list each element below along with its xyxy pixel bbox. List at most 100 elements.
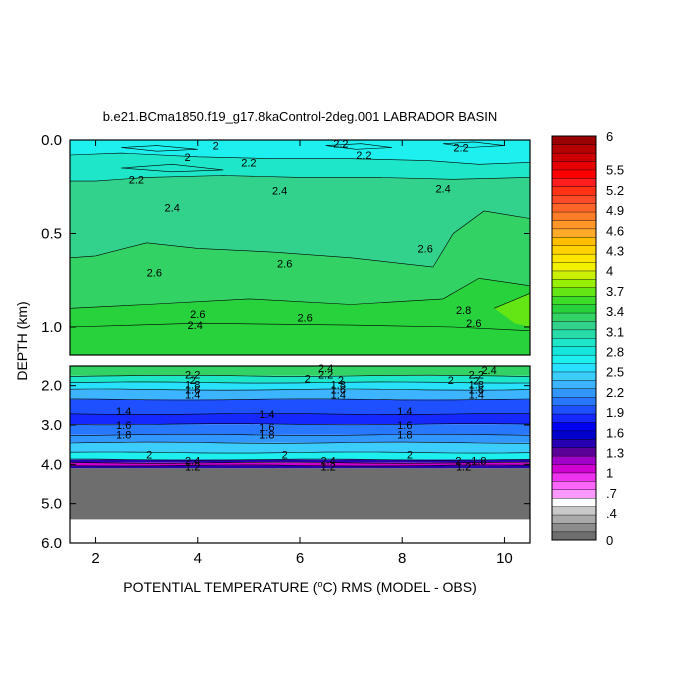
lower-contour-line — [69, 413, 530, 415]
colorbar-swatch — [551, 405, 597, 415]
contour-label: 1.8 — [259, 429, 274, 441]
contour-label: 2 — [305, 374, 311, 386]
contour-label: 2.2 — [129, 174, 144, 186]
lower-contour-line — [69, 461, 531, 464]
contour-label: 2.6 — [297, 313, 312, 325]
y-tick-label: 0.0 — [41, 132, 62, 149]
lower-contour-line — [69, 398, 531, 401]
lower-contour-line — [69, 441, 531, 444]
lower-contour-band — [70, 414, 530, 425]
colorbar-tick-label: 4.9 — [606, 203, 624, 218]
x-tick-label: 2 — [91, 550, 99, 567]
contour-label: 2 — [448, 375, 454, 387]
colorbar-tick-label: 0 — [606, 533, 613, 548]
contour-label: 2 — [213, 141, 219, 153]
colorbar-swatch — [551, 472, 597, 482]
colorbar-swatch — [551, 161, 597, 171]
contour-label: 1.4 — [185, 389, 200, 401]
contour-label: 2.2 — [185, 370, 200, 382]
contour-label: 2.6 — [277, 258, 292, 270]
colorbar-swatch — [551, 497, 597, 507]
upper-panel: 22 2.22.22.22.22.22.42.42.42.62.62.62.62.… — [69, 139, 531, 356]
upper-contour-line — [494, 293, 531, 309]
lower-contour-line — [69, 388, 531, 391]
colorbar-tick-label: 3.7 — [606, 284, 624, 299]
contour-label: 2.8 — [456, 305, 471, 317]
contour-label: 1.4 — [397, 406, 412, 418]
upper-contour-region — [70, 211, 530, 309]
upper-contour-line — [69, 277, 531, 309]
colorbar-tick-label: .4 — [606, 506, 617, 521]
contour-label: 2 — [407, 450, 413, 462]
colorbar-swatch — [551, 396, 597, 406]
contour-label: 1.2 — [320, 461, 335, 473]
contour-label: 2 — [185, 152, 191, 164]
lower-contour-band — [70, 459, 530, 463]
lower-contour-band — [70, 375, 530, 383]
lower-contour-band — [70, 382, 530, 390]
colorbar-tick-label: 4.6 — [606, 223, 624, 238]
contour-label: 1.8 — [331, 380, 346, 392]
y-tick-label: 6.0 — [41, 535, 62, 552]
contour-label: 2.4 — [185, 455, 200, 467]
upper-contour-region — [494, 293, 530, 327]
colorbar-swatch — [551, 455, 597, 465]
contour-label: 2 — [146, 450, 152, 462]
lower-contour-line — [69, 381, 531, 384]
lower-contour-band — [70, 434, 530, 443]
x-tick-label: 6 — [296, 550, 304, 567]
colorbar-tick-label: 3.4 — [606, 304, 624, 319]
contour-label: 1.6 — [469, 385, 484, 397]
colorbar-swatch — [551, 346, 597, 356]
colorbar-swatch — [551, 278, 597, 288]
colorbar-swatch — [551, 413, 597, 423]
colorbar-swatch — [551, 177, 597, 188]
colorbar-tick-label: .7 — [606, 486, 617, 501]
colorbar-swatch — [551, 329, 597, 339]
colorbar-tick-label: 5.2 — [606, 183, 624, 198]
contour-label: 1.8 — [469, 380, 484, 392]
lower-contour-line — [69, 451, 531, 454]
contour-label: 2.6 — [418, 243, 433, 255]
contour-label: 1.8 — [116, 429, 131, 441]
colorbar-swatch — [551, 144, 597, 154]
colorbar-swatch — [551, 514, 597, 524]
colorbar-swatch — [551, 270, 597, 280]
lower-contour-line — [69, 374, 531, 377]
contour-label: 1.6 — [259, 422, 274, 434]
colorbar-swatch — [551, 363, 597, 373]
colorbar-swatch — [551, 186, 597, 196]
x-tick-label: 8 — [398, 550, 406, 567]
contour-label: 1.4 — [259, 409, 274, 421]
colorbar-swatch — [551, 135, 597, 145]
contour-label: 2 — [190, 375, 196, 387]
colorbar-tick-label: 1.6 — [606, 425, 624, 440]
contour-label: 1.4 — [331, 389, 346, 401]
contour-label: 1.4 — [469, 389, 484, 401]
lower-contour-line — [69, 434, 531, 436]
colorbar-swatch — [551, 388, 597, 398]
contour-label: 2 — [473, 376, 479, 388]
colorbar-swatch — [551, 245, 597, 255]
upper-panel-contour-labels: 22 2.22.22.22.22.22.42.42.42.62.62.62.62.… — [129, 139, 482, 332]
upper-panel-fill — [70, 140, 530, 355]
contour-label: 2.6 — [190, 309, 205, 321]
colorbar-swatch — [551, 295, 597, 305]
y-tick-label: 2.0 — [41, 378, 62, 395]
colorbar-swatch — [551, 194, 597, 204]
colorbar-swatch — [551, 464, 597, 474]
lower-contour-band — [70, 442, 530, 453]
colorbar-swatch — [551, 489, 597, 499]
contour-label: 2.2 — [356, 150, 371, 162]
lower-contour-line — [69, 464, 531, 467]
upper-contour-line — [69, 152, 531, 165]
colorbar-tick-label: 1 — [606, 466, 613, 481]
upper-contour-line — [69, 322, 531, 331]
colorbar-swatch — [551, 506, 597, 516]
lower-contour-band — [70, 462, 530, 466]
lower-contour-band — [70, 452, 530, 460]
colorbar-swatch — [551, 228, 597, 238]
colorbar-swatch — [551, 262, 597, 272]
colorbar-tick-label: 4 — [606, 264, 613, 279]
